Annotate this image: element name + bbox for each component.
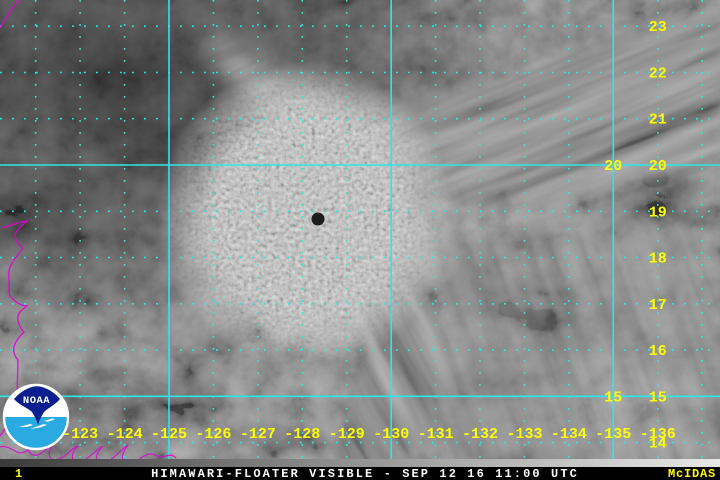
svg-text:-125: -125	[151, 426, 187, 443]
svg-text:15: 15	[649, 389, 667, 406]
svg-text:20: 20	[649, 158, 667, 175]
svg-text:-132: -132	[462, 426, 498, 443]
svg-text:21: 21	[649, 112, 667, 129]
svg-text:-124: -124	[107, 426, 143, 443]
svg-text:-133: -133	[506, 426, 542, 443]
svg-text:15: 15	[604, 389, 622, 406]
svg-text:-128: -128	[284, 426, 320, 443]
svg-text:-129: -129	[329, 426, 365, 443]
svg-text:23: 23	[649, 19, 667, 36]
svg-text:14: 14	[649, 436, 667, 453]
svg-text:NOAA: NOAA	[23, 395, 50, 407]
svg-text:18: 18	[649, 251, 667, 268]
svg-text:-123: -123	[62, 426, 98, 443]
svg-text:HIMAWARI-FLOATER VISIBLE - SEP: HIMAWARI-FLOATER VISIBLE - SEP 12 16 11:…	[151, 467, 579, 480]
svg-text:17: 17	[649, 297, 667, 314]
svg-text:-134: -134	[551, 426, 587, 443]
svg-text:22: 22	[649, 66, 667, 83]
svg-text:McIDAS: McIDAS	[668, 467, 716, 480]
svg-text:19: 19	[649, 204, 667, 221]
svg-text:-127: -127	[240, 426, 276, 443]
svg-text:-131: -131	[418, 426, 454, 443]
svg-text:-126: -126	[195, 426, 231, 443]
svg-text:16: 16	[649, 343, 667, 360]
svg-text:-135: -135	[595, 426, 631, 443]
svg-text:20: 20	[604, 158, 622, 175]
svg-text:1: 1	[15, 467, 22, 480]
svg-text:-130: -130	[373, 426, 409, 443]
